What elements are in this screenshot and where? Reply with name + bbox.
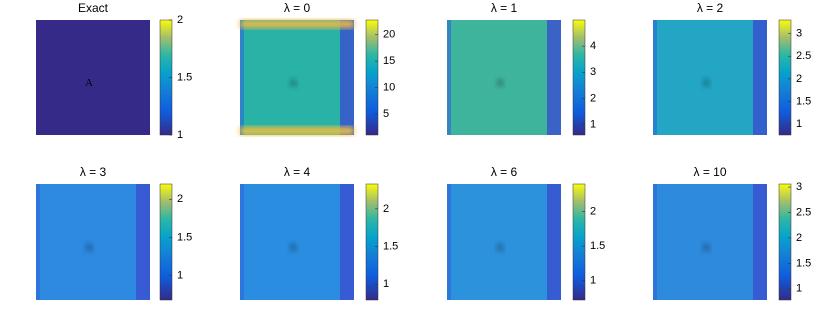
colorbar — [365, 19, 379, 136]
image-edge — [447, 184, 451, 300]
panel-title: λ = 2 — [697, 1, 724, 15]
panel-title: λ = 1 — [491, 1, 518, 15]
colorbar-tick-label: 1.5 — [796, 257, 811, 269]
panel-title: Exact — [78, 1, 109, 15]
image-background — [653, 20, 767, 135]
colorbar-tick-label: 1 — [796, 118, 802, 130]
colorbar-tick-label: 1.5 — [177, 71, 192, 83]
colorbar-tick-label: 20 — [383, 29, 395, 41]
colorbar-tick-label: 1 — [383, 278, 389, 290]
colorbar-tick-label: 2 — [177, 14, 183, 26]
image-edge — [653, 20, 657, 135]
image-edge — [136, 184, 150, 300]
image-band — [240, 127, 354, 135]
image: A — [240, 184, 354, 300]
image-background — [447, 184, 561, 300]
colorbar-tick-label: 2 — [796, 73, 802, 85]
image-background — [447, 20, 561, 135]
image-edge — [447, 20, 451, 135]
colorbar — [778, 183, 792, 301]
image-edge — [547, 184, 561, 300]
colorbar-tick-label: 1.5 — [177, 231, 192, 243]
image-band — [240, 20, 354, 28]
colorbar-tick-label: 1 — [177, 269, 183, 281]
image-background — [240, 20, 354, 135]
image: A — [653, 184, 767, 300]
panel-title: λ = 3 — [80, 165, 107, 179]
image-edge — [653, 184, 657, 300]
image-edge — [240, 184, 244, 300]
colorbar-tick-label: 2 — [796, 232, 802, 244]
colorbar-tick-label: 1 — [796, 283, 802, 295]
panel-title: λ = 4 — [284, 165, 311, 179]
image-edge — [547, 20, 561, 135]
letter-shape: A — [496, 242, 504, 254]
colorbar-tick-label: 3 — [796, 27, 802, 39]
image-background — [36, 20, 150, 135]
colorbar-tick-label: 2 — [590, 92, 596, 104]
image: A — [447, 184, 561, 300]
image-background — [653, 184, 767, 300]
colorbar — [572, 183, 586, 301]
image: A — [36, 184, 150, 300]
colorbar-tick-label: 3 — [590, 66, 596, 78]
colorbar-tick-label: 1 — [177, 129, 183, 141]
colorbar-tick-label: 2 — [177, 193, 183, 205]
letter-shape: A — [289, 242, 297, 254]
image: A — [653, 20, 767, 135]
letter-shape: A — [702, 77, 710, 89]
letter-shape: A — [289, 77, 297, 89]
letter-shape: A — [496, 77, 504, 89]
letter-shape: A — [85, 242, 93, 254]
colorbar-tick-label: 2.5 — [796, 50, 811, 62]
image: A — [240, 20, 354, 135]
letter-shape: A — [85, 77, 93, 89]
colorbar-tick-label: 2.5 — [796, 206, 811, 218]
panel-title: λ = 6 — [491, 165, 518, 179]
colorbar-tick-label: 1.5 — [796, 95, 811, 107]
image-edge — [753, 20, 767, 135]
image-edge — [753, 184, 767, 300]
colorbar-tick-label: 1.5 — [383, 240, 398, 252]
image: A — [36, 20, 150, 135]
colorbar-tick-label: 1 — [590, 275, 596, 287]
letter-shape: A — [702, 242, 710, 254]
colorbar-tick-label: 15 — [383, 55, 395, 67]
colorbar-tick-label: 1 — [590, 118, 596, 130]
colorbar-tick-label: 4 — [590, 40, 596, 52]
colorbar-tick-label: 10 — [383, 81, 395, 93]
colorbar-tick-label: 1.5 — [590, 240, 605, 252]
colorbar — [572, 19, 586, 136]
panel-title: λ = 0 — [284, 1, 311, 15]
colorbar-tick-label: 5 — [383, 108, 389, 120]
colorbar — [778, 19, 792, 136]
image-background — [36, 184, 150, 300]
colorbar-tick-label: 3 — [796, 181, 802, 193]
image-edge — [340, 20, 354, 135]
colorbar-tick-label: 2 — [590, 206, 596, 218]
image-background — [240, 184, 354, 300]
image-edge — [240, 20, 244, 135]
image-edge — [36, 184, 40, 300]
image-edge — [340, 184, 354, 300]
colorbar — [365, 183, 379, 301]
colorbar-tick-label: 2 — [383, 203, 389, 215]
colorbar — [159, 183, 173, 301]
panel-title: λ = 10 — [693, 165, 726, 179]
image: A — [447, 20, 561, 135]
